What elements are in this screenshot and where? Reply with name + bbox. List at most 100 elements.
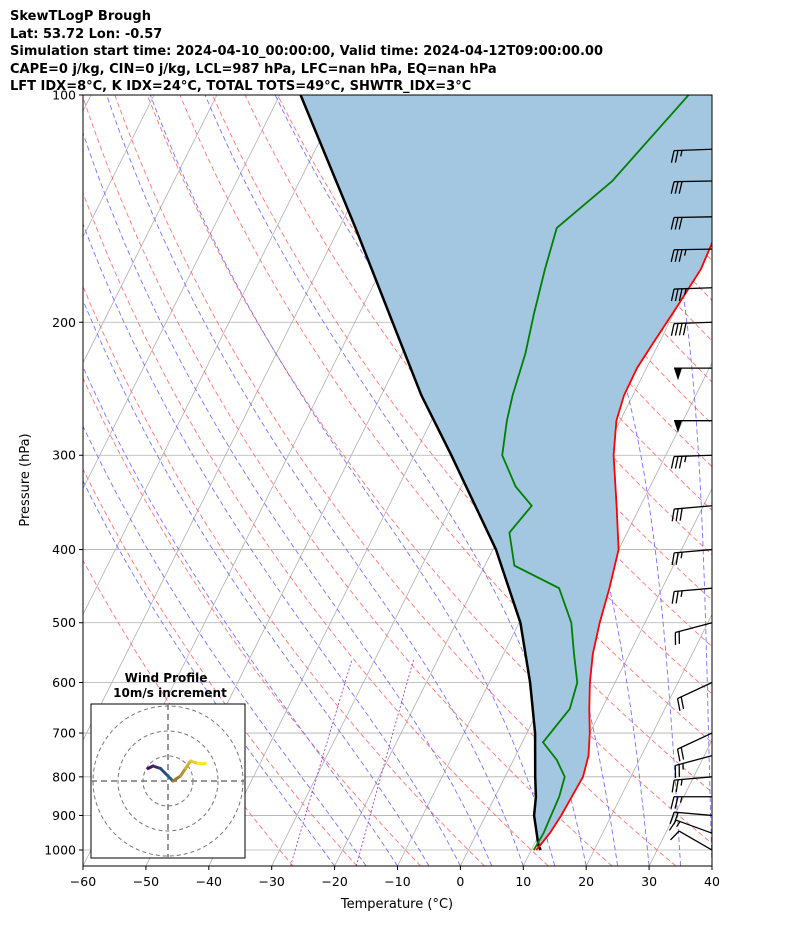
barb-full [670,217,675,230]
wind-barb [670,287,713,302]
barb-full [674,217,679,230]
barb-staff [675,622,713,634]
barb-half [683,249,687,256]
barb-full [669,811,675,825]
barb-full [678,456,683,469]
barb-full [670,249,675,262]
barb-staff [674,548,713,554]
wind-barb [671,587,713,604]
barb-staff [674,321,713,325]
x-tick-label: 20 [578,874,594,889]
wind-barb [676,732,713,762]
barb-half [680,150,683,157]
barb-full [678,288,683,302]
x-tick-label: −40 [196,874,222,889]
temperature-line [535,240,712,851]
simulation-times: Simulation start time: 2024-04-10_00:00:… [10,44,603,59]
barb-staff [674,454,713,458]
profile-lines [299,95,712,851]
barb-staff [675,755,713,767]
wind-barbs [668,148,713,851]
isotherm [83,95,155,238]
barb-staff [677,681,713,700]
x-tick-label: 0 [456,874,464,889]
barb-staff [677,732,713,750]
wind-barb [669,811,713,825]
barb-full [671,780,675,793]
x-axis-label: Temperature (°C) [340,897,453,912]
barb-full [670,288,675,302]
barb-full [670,456,675,469]
wind-barb [671,776,713,793]
isotherm [711,865,712,866]
x-tick-label: −20 [321,874,347,889]
wind-barb [674,622,713,645]
moist-adiabat [83,222,461,866]
wind-barb [670,830,713,851]
barb-half [676,821,681,828]
wind-barb [676,681,713,711]
wind-barb [674,755,713,778]
y-tick-label: 400 [52,542,76,557]
station-title: SkewTLogP Brough [10,9,151,24]
isotherm [585,613,712,866]
dry-adiabat [211,95,712,744]
barb-full [674,181,679,194]
barb-half [684,288,687,295]
barb-full [675,552,679,565]
mixing-ratio-line [355,659,415,866]
barb-staff [674,505,713,510]
x-tick-label: −60 [70,874,96,889]
barb-staff [673,180,713,183]
moist-adiabat [83,425,367,866]
barb-half [680,552,683,559]
hodograph-inset: Wind Profile 10m/s increment [90,671,246,859]
barb-staff [674,287,713,290]
mixing-ratio-line [290,659,353,866]
wind-barb [671,548,713,566]
y-tick-label: 200 [52,315,76,330]
y-tick-label: 600 [52,675,76,690]
barb-full [674,456,679,469]
wind-barb [670,796,712,809]
moist-adiabat [83,480,335,866]
isotherm [83,95,344,616]
x-tick-label: −30 [259,874,285,889]
x-tick-label: 30 [641,874,657,889]
barb-staff [673,248,713,251]
y-tick-label: 100 [52,88,76,103]
barb-full [670,150,675,163]
hodograph-title: Wind Profile [125,671,208,685]
barb-full [679,508,683,521]
barb-full [680,696,685,710]
x-tick-label: 40 [704,874,720,889]
barb-full [674,249,679,262]
dewpoint-line [501,95,690,851]
barb-staff [674,811,713,817]
isotherm [83,95,218,364]
barb-full [675,508,679,522]
barb-staff [674,776,713,781]
barb-full [674,796,679,809]
x-tick-label: −50 [133,874,159,889]
barb-full [670,181,675,194]
isotherm [460,361,712,866]
barb-staff [673,216,713,219]
y-tick-label: 300 [52,448,76,463]
barb-full [670,796,675,809]
y-axis-label: Pressure (hPa) [18,433,33,526]
barb-full [671,552,675,566]
dry-adiabat [83,468,358,866]
x-tick-label: 10 [515,874,531,889]
wind-barb [670,248,713,262]
wind-barb [670,148,713,163]
hodograph-segment [171,774,182,783]
barb-full [670,323,675,336]
moist-adiabat [632,95,712,866]
wind-barb [670,216,713,230]
barb-pennant [674,420,682,433]
wind-barb [670,180,713,194]
wind-barb [670,321,713,336]
isotherm [83,95,281,490]
